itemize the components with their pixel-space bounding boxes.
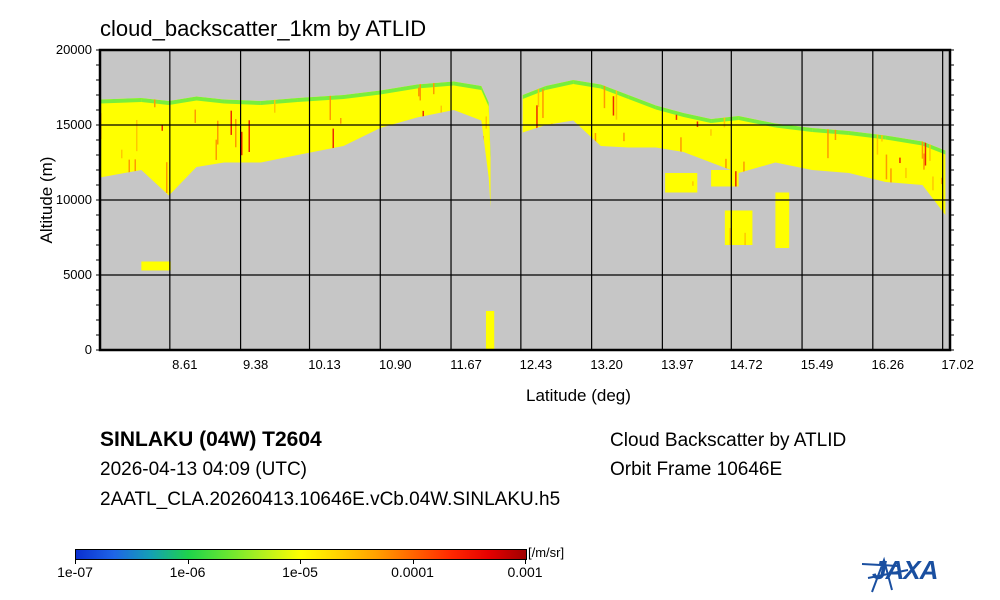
x-tick-label: 13.20 (590, 357, 623, 372)
y-tick-label: 20000 (55, 42, 92, 57)
colorbar-tick (300, 559, 301, 564)
y-tick-label: 0 (84, 342, 92, 357)
x-tick-label: 10.90 (378, 357, 412, 372)
storm-name: SINLAKU (04W) T2604 (100, 428, 322, 451)
x-tick-label: 17.02 (941, 357, 974, 372)
colorbar-tick-label: 1e-07 (57, 564, 93, 580)
colorbar-tick-label: 0.001 (507, 564, 543, 580)
colorbar-tick (75, 559, 76, 564)
cloud-main-layer-west (100, 81, 491, 208)
chart-title: cloud_backscatter_1km by ATLID (100, 16, 427, 41)
x-tick-label: 11.67 (450, 357, 482, 372)
plot-frame (98, 48, 952, 352)
cloud-low-patch (141, 261, 171, 271)
colorbar-tick (525, 559, 526, 564)
cloud-body (485, 311, 495, 350)
x-axis-label: Latitude (deg) (526, 386, 631, 405)
cloud-body (711, 170, 739, 187)
colorbar-tick-label: 0.0001 (391, 564, 434, 580)
cloud-mid-cells-4 (775, 192, 790, 248)
cloud-body (775, 192, 790, 248)
cloud-body (724, 210, 753, 245)
x-tick-label: 9.38 (242, 357, 269, 372)
cloud-body (522, 80, 946, 215)
colorbar-tick-label: 1e-05 (282, 564, 318, 580)
y-tick-label: 10000 (55, 192, 92, 207)
y-tick-label: 15000 (55, 117, 92, 132)
cloud-mid-cells-1 (665, 173, 698, 193)
cloud-body (100, 81, 491, 208)
file-name: 2AATL_CLA.20260413.10646E.vCb.04W.SINLAK… (100, 489, 561, 510)
product-name: Cloud Backscatter by ATLID (610, 430, 847, 451)
observation-datetime: 2026-04-13 04:09 (UTC) (100, 459, 307, 480)
x-tick-label: 14.72 (730, 357, 763, 372)
colorbar-unit: [/m/sr] (528, 545, 565, 560)
x-tick-label: 8.61 (172, 357, 198, 372)
x-tick-label: 16.26 (871, 357, 905, 372)
orbit-frame: Orbit Frame 10646E (610, 459, 783, 480)
colorbar (75, 549, 527, 560)
colorbar-tick (412, 559, 414, 564)
cloud-body (141, 261, 171, 271)
x-tick-label: 13.97 (661, 357, 694, 372)
y-tick-label: 5000 (63, 267, 92, 282)
x-tick-label: 12.43 (519, 357, 553, 372)
x-tick-label: 15.49 (800, 357, 834, 372)
colorbar-tick-label: 1e-06 (169, 564, 206, 580)
colorbar-tick (187, 559, 189, 564)
x-tick-label: 10.13 (308, 357, 341, 372)
cloud-body (665, 173, 698, 193)
cloud-falling-streak (485, 311, 495, 350)
